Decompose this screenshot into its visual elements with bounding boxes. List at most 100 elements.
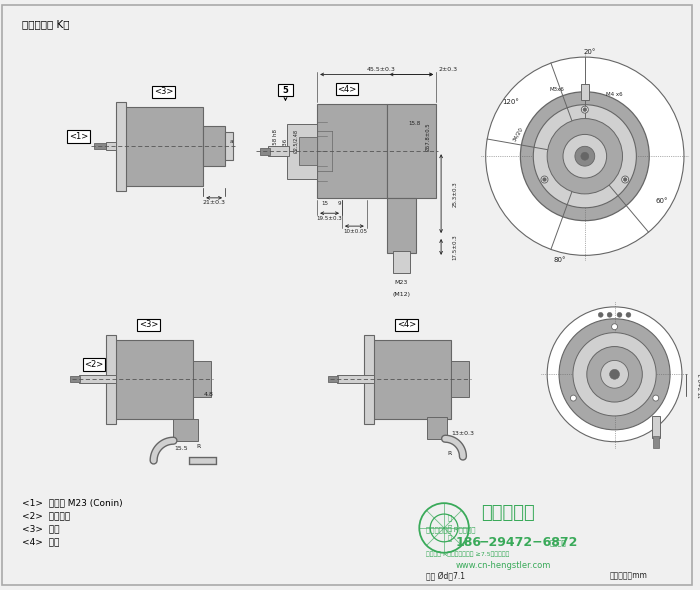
Text: 传: 传 [448, 514, 452, 522]
Bar [260, 148, 270, 155]
Text: 弯曲半径 R：用于固定安装 ≥7.5，电缆直径: 弯曲半径 R：用于固定安装 ≥7.5，电缆直径 [426, 552, 510, 558]
Bar [106, 142, 116, 150]
Circle shape [559, 319, 670, 430]
Text: −29472−6872: −29472−6872 [479, 536, 578, 549]
Bar [386, 198, 416, 253]
Bar [364, 335, 374, 424]
Bar [337, 375, 374, 384]
Circle shape [542, 178, 547, 182]
Bar [193, 362, 211, 397]
Text: R: R [196, 444, 200, 449]
Bar [317, 104, 386, 198]
Text: <2>  连接电缆: <2> 连接电缆 [22, 512, 70, 520]
Bar [225, 132, 233, 160]
Bar [288, 123, 317, 179]
Text: <3>  轴向: <3> 轴向 [22, 525, 60, 533]
Text: 15.5: 15.5 [174, 446, 188, 451]
Bar [300, 137, 317, 165]
Bar [116, 101, 126, 191]
Bar [393, 251, 410, 273]
Bar [386, 104, 436, 198]
Text: <2>: <2> [85, 360, 104, 369]
Text: 19.5±0.3: 19.5±0.3 [316, 216, 342, 221]
Circle shape [607, 312, 612, 317]
Text: a: a [229, 139, 232, 144]
Text: 15.8: 15.8 [408, 121, 421, 126]
Text: 80°: 80° [554, 257, 566, 263]
Circle shape [626, 312, 631, 317]
Bar [652, 416, 660, 438]
Bar [203, 126, 225, 166]
Circle shape [547, 119, 622, 194]
Text: Ø36: Ø36 [283, 137, 288, 149]
Text: R: R [447, 451, 452, 456]
Text: 电缆 Ød：7.1: 电缆 Ød：7.1 [426, 571, 466, 580]
Circle shape [598, 312, 603, 317]
Text: <4>: <4> [337, 85, 356, 94]
Circle shape [541, 176, 548, 183]
Circle shape [623, 178, 627, 182]
Circle shape [622, 176, 629, 183]
Bar [124, 107, 203, 186]
Text: 9: 9 [337, 201, 341, 206]
Bar [94, 143, 106, 149]
Bar [451, 362, 469, 397]
Circle shape [617, 312, 622, 317]
Bar [653, 436, 659, 448]
Circle shape [653, 395, 659, 401]
Text: 20°: 20° [584, 49, 596, 55]
Text: M4 x6: M4 x6 [606, 92, 623, 97]
Text: 5: 5 [283, 86, 288, 95]
Bar [114, 340, 193, 419]
Text: 15: 15 [321, 201, 328, 206]
Text: 夹紧法兰「 K」: 夹紧法兰「 K」 [22, 19, 69, 30]
Bar [277, 84, 293, 96]
Text: 2±0.3: 2±0.3 [438, 67, 458, 72]
Text: 45.5±0.3: 45.5±0.3 [367, 67, 395, 72]
Text: www.cn-hengstler.com: www.cn-hengstler.com [456, 561, 552, 570]
Circle shape [573, 333, 656, 416]
Text: 60°: 60° [656, 198, 668, 204]
Bar [71, 376, 80, 382]
Text: 17.5±0.3: 17.5±0.3 [452, 234, 458, 260]
Text: 西安德伍拓: 西安德伍拓 [481, 504, 535, 522]
Text: 34/20: 34/20 [511, 126, 524, 143]
Circle shape [486, 57, 684, 255]
Bar [106, 335, 116, 424]
Circle shape [581, 152, 589, 160]
Text: 13±0.3: 13±0.3 [452, 431, 475, 436]
Text: <3>: <3> [154, 87, 173, 96]
Circle shape [570, 395, 576, 401]
Text: Ø57.8±0.5: Ø57.8±0.5 [426, 122, 430, 150]
Text: (M12): (M12) [393, 292, 410, 297]
Text: 感: 感 [448, 525, 452, 531]
Bar [581, 84, 589, 100]
Text: 电缆弯曲半径 R：两者近: 电缆弯曲半径 R：两者近 [426, 527, 476, 533]
Circle shape [612, 324, 617, 330]
Circle shape [601, 360, 629, 388]
Circle shape [582, 106, 588, 113]
Text: 21±0.3: 21±0.3 [202, 201, 225, 205]
Bar [328, 376, 338, 382]
Text: <4>: <4> [397, 320, 416, 329]
Bar [372, 340, 451, 419]
Text: Ø2.5/2.48: Ø2.5/2.48 [293, 129, 298, 153]
Circle shape [583, 107, 587, 112]
Text: 186: 186 [456, 536, 482, 549]
Circle shape [587, 346, 643, 402]
Bar [427, 417, 447, 439]
Text: 120°: 120° [502, 99, 519, 104]
Bar [79, 375, 116, 384]
Text: 10±0.05: 10±0.05 [343, 228, 367, 234]
Bar [267, 146, 289, 156]
Text: M3x6: M3x6 [550, 87, 564, 92]
Circle shape [533, 104, 636, 208]
Bar [174, 419, 198, 441]
Text: Ø58 h8: Ø58 h8 [273, 129, 278, 149]
Text: <1>  连接器 M23 (Conin): <1> 连接器 M23 (Conin) [22, 499, 122, 507]
Text: <4>  径向: <4> 径向 [22, 537, 60, 546]
Text: 者: 者 [448, 535, 452, 541]
Text: 17.7±0.2: 17.7±0.2 [699, 372, 700, 398]
Text: 尺寸单位：mm: 尺寸单位：mm [610, 571, 648, 580]
Circle shape [563, 135, 607, 178]
